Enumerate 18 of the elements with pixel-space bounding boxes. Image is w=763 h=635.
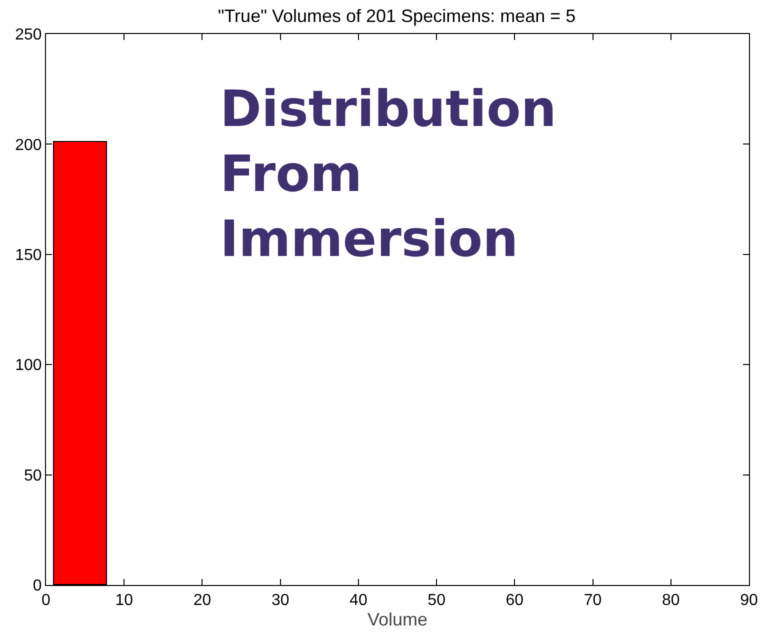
y-tick-label: 250 (15, 26, 42, 44)
y-tick-label: 50 (24, 467, 42, 484)
y-tick-label: 150 (15, 247, 42, 264)
x-tick-label: 10 (115, 592, 134, 610)
x-tick-label: 20 (193, 592, 212, 610)
x-tick-label: 50 (428, 592, 446, 610)
y-tick-label: 100 (15, 357, 42, 374)
chart-title: "True" Volumes of 201 Specimens: mean = 5 (218, 6, 576, 26)
x-tick-label: 80 (662, 592, 680, 610)
x-axis-title: Volume (367, 609, 428, 630)
x-tick-label: 70 (584, 592, 602, 610)
x-tick-label: 90 (740, 592, 758, 610)
x-tick-label: 40 (350, 592, 368, 610)
x-tick-label: 30 (271, 592, 290, 610)
y-tick-label: 0 (32, 578, 42, 595)
annotation: Distribution From Immersion (220, 80, 556, 268)
x-tick-label: 60 (506, 592, 524, 610)
y-tick-label: 200 (15, 136, 42, 154)
